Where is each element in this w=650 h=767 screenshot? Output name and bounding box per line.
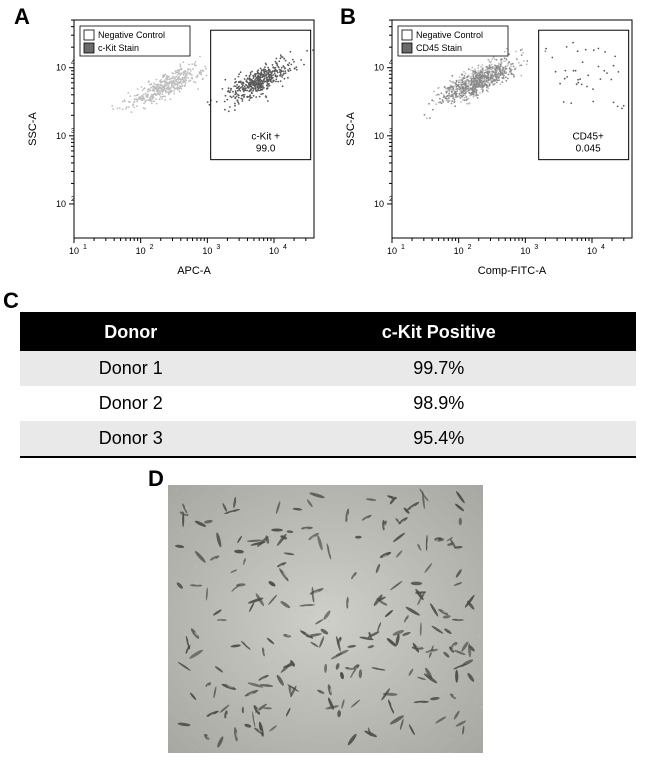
svg-text:10: 10 <box>374 199 384 209</box>
table-cell: 98.9% <box>242 386 636 421</box>
table-row: Donor 395.4% <box>20 421 636 457</box>
table-header-ckit: c-Kit Positive <box>242 313 636 351</box>
svg-text:10: 10 <box>202 246 212 256</box>
table-cell: Donor 1 <box>20 351 242 386</box>
svg-text:3: 3 <box>534 244 538 251</box>
svg-text:c-Kit Stain: c-Kit Stain <box>98 43 139 53</box>
svg-text:10: 10 <box>454 246 464 256</box>
svg-text:2: 2 <box>150 244 154 251</box>
svg-text:0.045: 0.045 <box>576 144 601 155</box>
svg-text:3: 3 <box>216 244 220 251</box>
svg-text:10: 10 <box>387 246 397 256</box>
svg-text:10: 10 <box>374 63 384 73</box>
svg-text:2: 2 <box>468 244 472 251</box>
svg-text:4: 4 <box>71 60 75 67</box>
table-cell: 95.4% <box>242 421 636 457</box>
svg-text:3: 3 <box>71 128 75 135</box>
svg-text:Comp-FITC-A: Comp-FITC-A <box>478 265 547 277</box>
svg-text:10: 10 <box>269 246 279 256</box>
svg-text:10: 10 <box>520 246 530 256</box>
panel-label-c: C <box>3 288 19 314</box>
table-header-donor: Donor <box>20 313 242 351</box>
svg-text:2: 2 <box>389 196 393 203</box>
table-row: Donor 298.9% <box>20 386 636 421</box>
svg-text:SSC-A: SSC-A <box>345 112 357 146</box>
table-cell: Donor 2 <box>20 386 242 421</box>
svg-text:10: 10 <box>587 246 597 256</box>
svg-text:1: 1 <box>401 244 405 251</box>
svg-text:SSC-A: SSC-A <box>27 112 39 146</box>
panel-label-d: D <box>148 466 164 492</box>
svg-text:10: 10 <box>56 131 66 141</box>
svg-text:10: 10 <box>374 131 384 141</box>
svg-text:4: 4 <box>283 244 287 251</box>
svg-text:4: 4 <box>601 244 605 251</box>
svg-text:2: 2 <box>71 196 75 203</box>
table-cell: 99.7% <box>242 351 636 386</box>
panel-d-micrograph <box>168 485 483 753</box>
svg-text:CD45 Stain: CD45 Stain <box>416 43 462 53</box>
svg-text:10: 10 <box>69 246 79 256</box>
figure-root: A B C D 101102103104102103104APC-ASSC-Ac… <box>0 0 650 767</box>
svg-text:4: 4 <box>389 60 393 67</box>
svg-text:10: 10 <box>56 63 66 73</box>
svg-text:CD45+: CD45+ <box>572 132 604 143</box>
svg-text:3: 3 <box>389 128 393 135</box>
panel-a-scatter: 10 1 10 2 10 3 10 4 10 2 10 3 10 4 APC-A SSC-A c-Kit +99… <box>22 10 322 280</box>
svg-text:10: 10 <box>56 199 66 209</box>
svg-text:1: 1 <box>83 244 87 251</box>
svg-text:99.0: 99.0 <box>256 144 276 155</box>
panel-b-scatter: 10 1 10 2 10 3 10 4 10 2 10 3 10 4 Comp-FITC-A SSC-A CD4… <box>340 10 640 280</box>
table-row: Donor 199.7% <box>20 351 636 386</box>
table-cell: Donor 3 <box>20 421 242 457</box>
svg-text:10: 10 <box>136 246 146 256</box>
panel-c-table: Donor c-Kit Positive Donor 199.7%Donor 2… <box>20 312 636 458</box>
svg-text:Negative Control: Negative Control <box>416 30 483 40</box>
svg-text:c-Kit +: c-Kit + <box>251 132 280 143</box>
svg-text:APC-A: APC-A <box>177 265 211 277</box>
svg-text:Negative Control: Negative Control <box>98 30 165 40</box>
